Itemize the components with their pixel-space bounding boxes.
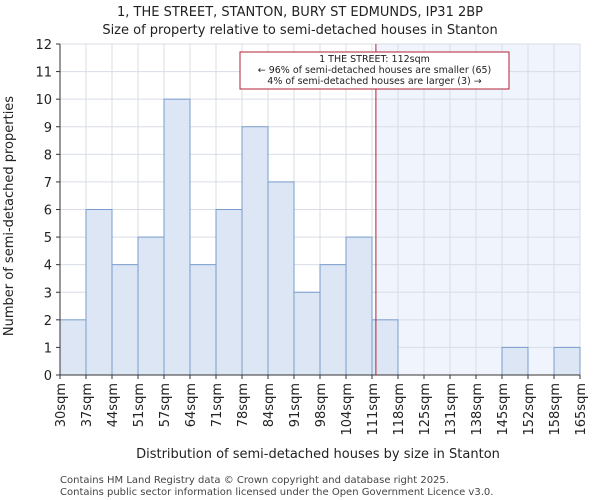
x-tick-label: 125sqm (418, 383, 433, 436)
y-tick-label: 1 (44, 341, 52, 356)
x-tick-label: 91sqm (288, 383, 303, 427)
x-tick-label: 165sqm (574, 383, 589, 436)
x-tick-label: 145sqm (496, 383, 511, 436)
x-tick-label: 104sqm (340, 383, 355, 436)
bar (345, 236, 373, 376)
y-tick-label: 12 (35, 38, 52, 53)
chart-subtitle: Size of property relative to semi-detach… (102, 23, 497, 38)
y-tick-label: 6 (44, 204, 52, 219)
annotation-line-2: ← 96% of semi-detached houses are smalle… (258, 65, 492, 76)
annotation-line-3: 4% of semi-detached houses are larger (3… (267, 76, 481, 87)
y-tick-label: 0 (44, 369, 52, 384)
y-axis-label: Number of semi-detached properties (2, 96, 17, 336)
bar (319, 264, 347, 376)
bars (59, 98, 581, 376)
bar (501, 346, 529, 376)
x-tick-label: 84sqm (262, 383, 277, 427)
bar (215, 209, 243, 376)
x-tick-label: 131sqm (444, 383, 459, 436)
x-tick-label: 64sqm (184, 383, 199, 427)
y-tick-label: 2 (44, 314, 52, 329)
y-tick-label: 11 (35, 66, 52, 81)
footer-line-1: Contains HM Land Registry data © Crown c… (60, 475, 449, 486)
bar (85, 209, 113, 376)
x-tick-label: 98sqm (314, 383, 329, 427)
x-tick-label: 44sqm (106, 383, 121, 427)
y-tick-label: 5 (44, 231, 52, 246)
x-ticks: 30sqm 37sqm 44sqm 51sqm 57sqm 64sqm 71sqm 78sqm… (54, 375, 589, 436)
annotation-frame (239, 51, 510, 90)
x-tick-label: 78sqm (236, 383, 251, 427)
annotation-box: 1 THE STREET: 112sqm ← 96% of semi-detac… (239, 51, 510, 90)
bar (293, 291, 321, 376)
y-tick-label: 9 (44, 121, 52, 136)
bar (163, 98, 191, 376)
x-tick-label: 71sqm (210, 383, 225, 427)
x-tick-label: 51sqm (132, 383, 147, 427)
bar (59, 319, 87, 376)
bar (267, 181, 295, 376)
x-tick-label: 152sqm (522, 383, 537, 436)
x-tick-label: 30sqm (54, 383, 69, 427)
x-axis-label: Distribution of semi-detached houses by … (136, 447, 500, 462)
x-tick-label: 158sqm (548, 383, 563, 436)
annotation-line-1: 1 THE STREET: 112sqm (319, 54, 430, 65)
bar (241, 126, 269, 376)
footer-line-2: Contains public sector information licen… (60, 487, 493, 498)
bar (553, 346, 581, 376)
x-tick-label: 111sqm (366, 383, 381, 436)
y-tick-label: 7 (44, 176, 52, 191)
y-tick-label: 10 (35, 93, 52, 108)
x-tick-label: 57sqm (158, 383, 173, 427)
y-tick-label: 3 (44, 286, 52, 301)
bar (111, 264, 139, 376)
bar (189, 264, 217, 376)
x-tick-label: 37sqm (80, 383, 95, 427)
y-tick-label: 4 (44, 259, 52, 274)
x-tick-label: 138sqm (470, 383, 485, 436)
x-tick-label: 118sqm (392, 383, 407, 436)
y-tick-label: 8 (44, 148, 52, 163)
bar (137, 236, 165, 376)
chart-title: 1, THE STREET, STANTON, BURY ST EDMUNDS,… (117, 5, 483, 20)
